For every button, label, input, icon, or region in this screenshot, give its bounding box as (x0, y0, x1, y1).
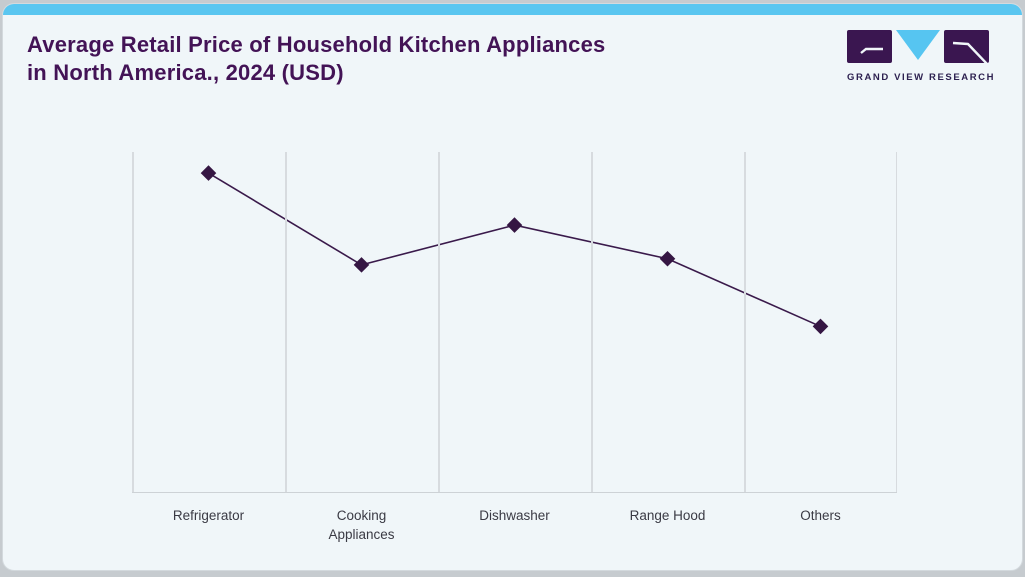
x-axis-label-others: Others (800, 508, 841, 523)
logo-g-glyph-icon (860, 47, 883, 54)
data-point-diamond-marker (659, 250, 676, 267)
x-axis-label-range-hood: Range Hood (629, 508, 706, 523)
chart-card: Average Retail Price of Household Kitche… (2, 3, 1023, 571)
chart-title-line2: in North America., 2024 (USD) (27, 60, 344, 85)
vertical-gridline (285, 152, 287, 492)
vertical-gridline (132, 152, 134, 492)
data-point-diamond-marker (353, 257, 370, 273)
vertical-gridline (438, 152, 440, 492)
x-axis-label-cooking-appliances: Cooking Appliances (328, 508, 395, 542)
x-axis-label-refrigerator: Refrigerator (172, 508, 245, 523)
top-accent-bar (3, 4, 1022, 15)
logo-wordmark: GRAND VIEW RESEARCH (847, 72, 996, 83)
gvr-logo-icon (847, 30, 989, 66)
x-axis-label-dishwasher: Dishwasher (479, 508, 550, 523)
chart-title-line1: Average Retail Price of Household Kitche… (27, 32, 606, 57)
plot-area (132, 152, 897, 493)
data-point-diamond-marker (506, 217, 523, 233)
logo-g-block-icon (847, 30, 892, 63)
data-point-diamond-marker (200, 165, 217, 181)
logo-v-triangle-icon (896, 30, 940, 60)
chart-title: Average Retail Price of Household Kitche… (27, 31, 605, 87)
vertical-gridline (744, 152, 746, 492)
gvr-logo: GRAND VIEW RESEARCH (847, 30, 996, 83)
data-point-diamond-marker (812, 318, 829, 335)
logo-r-glyph-icon (952, 41, 989, 66)
vertical-gridline (591, 152, 593, 492)
price-line-series (200, 165, 829, 335)
x-axis-labels: Refrigerator Cooking Appliances Dishwash… (132, 506, 897, 544)
vertical-gridline (895, 152, 897, 492)
